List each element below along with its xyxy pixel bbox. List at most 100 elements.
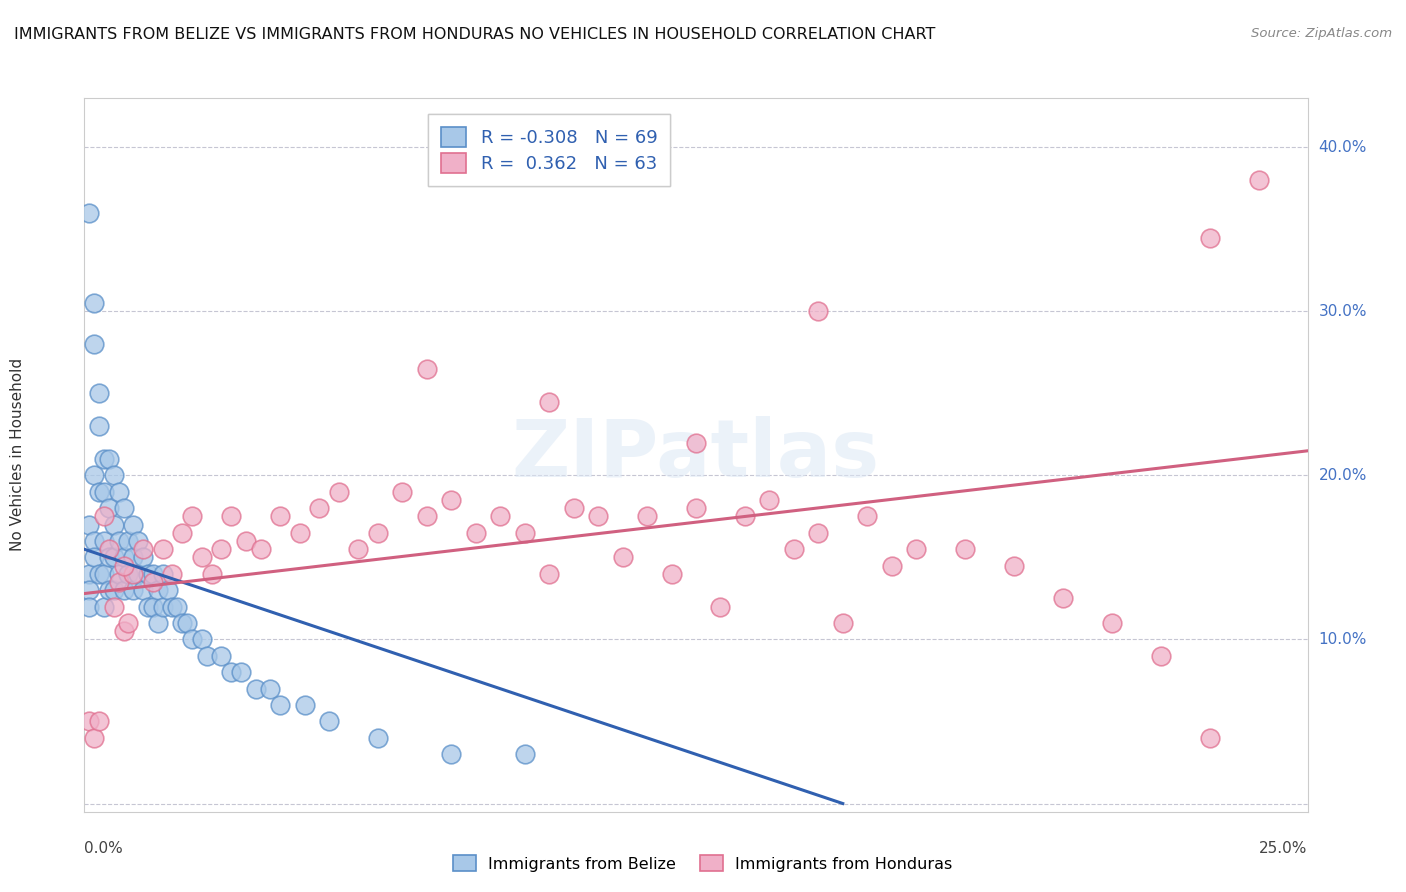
Text: 30.0%: 30.0%: [1319, 304, 1367, 318]
Point: [513, 747, 536, 762]
Point: [97, 550, 120, 565]
Point: [783, 542, 806, 557]
Point: [586, 509, 609, 524]
Point: [318, 714, 340, 729]
Point: [1150, 648, 1173, 663]
Point: [127, 534, 149, 549]
Point: [77, 206, 100, 220]
Point: [156, 583, 179, 598]
Point: [416, 509, 439, 524]
Point: [83, 731, 105, 745]
Point: [308, 501, 330, 516]
Point: [117, 566, 139, 581]
Point: [612, 550, 634, 565]
Point: [77, 714, 100, 729]
Point: [103, 468, 125, 483]
Point: [269, 509, 291, 524]
Point: [807, 525, 830, 540]
Point: [146, 583, 169, 598]
Point: [176, 616, 198, 631]
Point: [1198, 731, 1220, 745]
Point: [83, 550, 105, 565]
Point: [122, 566, 145, 581]
Point: [112, 624, 135, 639]
Legend: R = -0.308   N = 69, R =  0.362   N = 63: R = -0.308 N = 69, R = 0.362 N = 63: [429, 114, 671, 186]
Point: [191, 550, 214, 565]
Point: [209, 648, 232, 663]
Point: [83, 296, 105, 310]
Point: [146, 616, 169, 631]
Point: [200, 566, 222, 581]
Point: [538, 394, 561, 409]
Point: [195, 648, 218, 663]
Point: [288, 525, 311, 540]
Point: [112, 501, 135, 516]
Point: [93, 484, 115, 499]
Text: IMMIGRANTS FROM BELIZE VS IMMIGRANTS FROM HONDURAS NO VEHICLES IN HOUSEHOLD CORR: IMMIGRANTS FROM BELIZE VS IMMIGRANTS FRO…: [14, 27, 935, 42]
Point: [77, 583, 100, 598]
Point: [709, 599, 731, 614]
Point: [685, 501, 707, 516]
Point: [122, 583, 145, 598]
Point: [93, 534, 115, 549]
Point: [367, 731, 389, 745]
Point: [440, 493, 463, 508]
Point: [152, 542, 174, 557]
Point: [107, 566, 129, 581]
Point: [117, 616, 139, 631]
Point: [538, 566, 561, 581]
Point: [953, 542, 976, 557]
Point: [142, 575, 165, 590]
Text: 40.0%: 40.0%: [1319, 140, 1367, 155]
Point: [162, 566, 184, 581]
Point: [1002, 558, 1025, 573]
Point: [132, 542, 155, 557]
Point: [107, 534, 129, 549]
Text: Source: ZipAtlas.com: Source: ZipAtlas.com: [1251, 27, 1392, 40]
Point: [152, 599, 174, 614]
Point: [191, 632, 214, 647]
Point: [294, 698, 316, 712]
Point: [172, 616, 194, 631]
Point: [87, 484, 110, 499]
Point: [245, 681, 267, 696]
Point: [807, 304, 830, 318]
Point: [249, 542, 271, 557]
Point: [107, 575, 129, 590]
Point: [905, 542, 928, 557]
Point: [464, 525, 486, 540]
Point: [391, 484, 413, 499]
Point: [162, 599, 184, 614]
Point: [112, 583, 135, 598]
Point: [87, 386, 110, 401]
Point: [758, 493, 780, 508]
Point: [880, 558, 903, 573]
Point: [97, 452, 120, 467]
Text: 20.0%: 20.0%: [1319, 468, 1367, 483]
Text: No Vehicles in Household: No Vehicles in Household: [10, 359, 24, 551]
Point: [97, 542, 120, 557]
Point: [87, 714, 110, 729]
Point: [347, 542, 370, 557]
Point: [209, 542, 232, 557]
Point: [166, 599, 188, 614]
Point: [83, 337, 105, 351]
Point: [132, 583, 155, 598]
Legend: Immigrants from Belize, Immigrants from Honduras: Immigrants from Belize, Immigrants from …: [446, 847, 960, 880]
Point: [77, 599, 100, 614]
Point: [117, 534, 139, 549]
Point: [132, 550, 155, 565]
Point: [685, 435, 707, 450]
Point: [259, 681, 281, 696]
Text: ZIPatlas: ZIPatlas: [512, 416, 880, 494]
Point: [103, 550, 125, 565]
Point: [107, 484, 129, 499]
Point: [856, 509, 879, 524]
Point: [83, 534, 105, 549]
Point: [219, 509, 242, 524]
Point: [416, 361, 439, 376]
Point: [734, 509, 756, 524]
Point: [513, 525, 536, 540]
Text: 0.0%: 0.0%: [84, 841, 124, 856]
Point: [172, 525, 194, 540]
